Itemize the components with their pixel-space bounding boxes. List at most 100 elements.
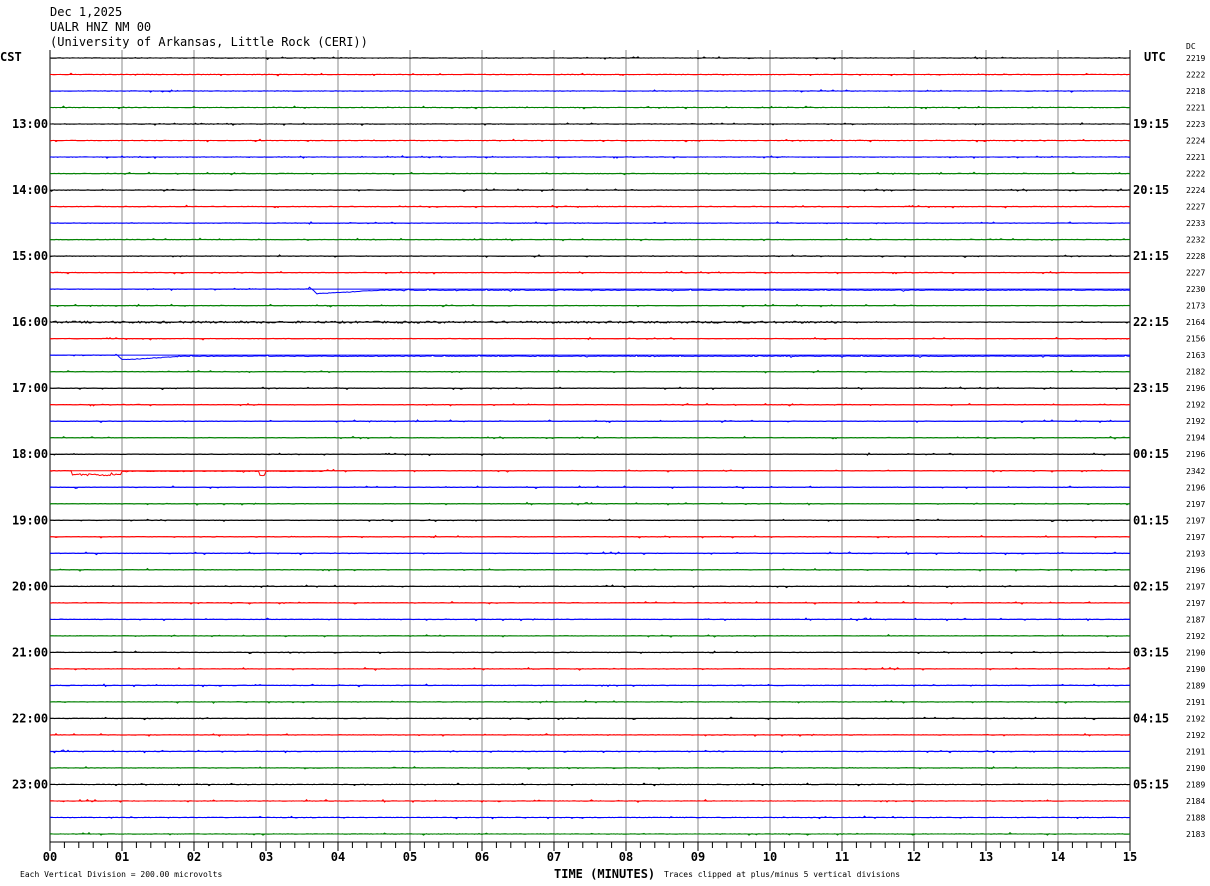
dc-value: 2224 (1186, 137, 1205, 146)
seismic-trace (49, 402, 1130, 407)
x-tick-label: 11 (835, 850, 849, 864)
dc-value: 2192 (1186, 401, 1205, 410)
seismic-trace (49, 254, 1131, 259)
dc-value: 2221 (1186, 153, 1205, 162)
seismic-trace (49, 72, 1131, 77)
scale-note: Each Vertical Division = 200.00 microvol… (20, 870, 222, 879)
utc-time-label: 02:15 (1133, 579, 1169, 593)
dc-value: 2232 (1186, 236, 1205, 245)
dc-value: 2192 (1186, 632, 1205, 641)
dc-value: 2196 (1186, 483, 1205, 492)
cst-time-label: 14:00 (12, 183, 48, 197)
seismic-trace (49, 435, 1131, 440)
utc-time-label: 21:15 (1133, 249, 1169, 263)
cst-time-label: 15:00 (12, 249, 48, 263)
seismic-trace (49, 270, 1131, 275)
dc-value: 2182 (1186, 368, 1205, 377)
dc-value: 2227 (1186, 269, 1205, 278)
x-tick-label: 02 (187, 850, 201, 864)
dc-value: 2222 (1186, 170, 1205, 179)
seismic-trace (49, 617, 1131, 622)
seismic-trace (49, 155, 1131, 159)
dc-value: 2196 (1186, 566, 1205, 575)
dc-value: 2197 (1186, 533, 1205, 542)
seismic-trace (49, 518, 1131, 523)
dc-value: 2196 (1186, 384, 1205, 393)
utc-time-label: 20:15 (1133, 183, 1169, 197)
seismic-trace (49, 584, 1131, 589)
seismic-trace (49, 468, 1131, 477)
seismic-trace (49, 386, 1131, 391)
x-tick-label: 12 (907, 850, 921, 864)
dc-value: 2218 (1186, 87, 1205, 96)
seismic-trace (49, 56, 1131, 60)
dc-value: 2230 (1186, 285, 1205, 294)
seismic-trace (49, 782, 1131, 787)
seismic-trace (49, 485, 1131, 490)
seismic-trace (50, 749, 1131, 754)
x-tick-label: 05 (403, 850, 417, 864)
cst-time-label: 22:00 (12, 711, 48, 725)
x-tick-label: 15 (1123, 850, 1137, 864)
utc-time-label: 01:15 (1133, 513, 1169, 527)
x-tick-label: 13 (979, 850, 993, 864)
dc-value: 2192 (1186, 714, 1205, 723)
dc-value: 2173 (1186, 302, 1205, 311)
seismic-trace (49, 733, 1131, 737)
dc-value: 2342 (1186, 467, 1205, 476)
x-axis: 00 01 02 03 04 05 06 07 08 09 10 11 12 13 14 15 (43, 841, 1137, 864)
dc-value: 2221 (1186, 104, 1205, 113)
seismic-trace (49, 815, 1131, 820)
seismic-trace (49, 716, 1131, 721)
seismic-trace (50, 567, 1131, 572)
x-tick-label: 00 (43, 850, 57, 864)
seismic-trace (49, 353, 1131, 361)
seismic-trace (49, 336, 1130, 341)
dc-value: 2164 (1186, 318, 1205, 327)
dc-value: 2192 (1186, 731, 1205, 740)
traces (49, 56, 1131, 836)
seismic-trace (49, 600, 1131, 605)
utc-time-label: 00:15 (1133, 447, 1169, 461)
utc-time-label: 22:15 (1133, 315, 1169, 329)
seismic-trace (50, 138, 1131, 143)
cst-time-label: 16:00 (12, 315, 48, 329)
seismic-trace (50, 666, 1131, 671)
seismic-trace (49, 237, 1131, 242)
x-tick-label: 07 (547, 850, 561, 864)
seismic-trace (49, 832, 1131, 836)
x-axis-title: TIME (MINUTES) (554, 867, 655, 881)
dc-value: 2224 (1186, 186, 1205, 195)
dc-value: 2191 (1186, 698, 1205, 707)
cst-time-label: 20:00 (12, 579, 48, 593)
cst-axis-title: CST (0, 50, 22, 64)
x-tick-label: 10 (763, 850, 777, 864)
dc-value: 2197 (1186, 582, 1205, 591)
seismic-trace (49, 286, 1131, 295)
date-label: Dec 1,2025 (50, 5, 122, 19)
seismic-trace (49, 303, 1131, 308)
seismic-trace (49, 534, 1131, 539)
x-tick-label: 06 (475, 850, 489, 864)
seismic-trace (49, 501, 1131, 506)
dc-value: 2183 (1186, 830, 1205, 839)
dc-value: 2163 (1186, 351, 1205, 360)
institution-label: (University of Arkansas, Little Rock (CE… (50, 35, 368, 49)
seismic-trace (49, 369, 1130, 374)
seismic-trace (49, 634, 1131, 638)
seismic-trace (49, 188, 1131, 193)
x-tick-label: 14 (1051, 850, 1065, 864)
clip-note: Traces clipped at plus/minus 5 vertical … (664, 870, 900, 879)
utc-time-label: 19:15 (1133, 117, 1169, 131)
dc-value: 2192 (1186, 417, 1205, 426)
dc-value: 2219 (1186, 54, 1205, 63)
seismic-trace (49, 105, 1131, 110)
seismic-trace (49, 699, 1131, 704)
x-tick-label: 03 (259, 850, 273, 864)
seismic-trace (49, 798, 1130, 803)
dc-value: 2190 (1186, 764, 1205, 773)
dc-value: 2156 (1186, 335, 1205, 344)
utc-time-label: 04:15 (1133, 711, 1169, 725)
cst-time-label: 19:00 (12, 513, 48, 527)
